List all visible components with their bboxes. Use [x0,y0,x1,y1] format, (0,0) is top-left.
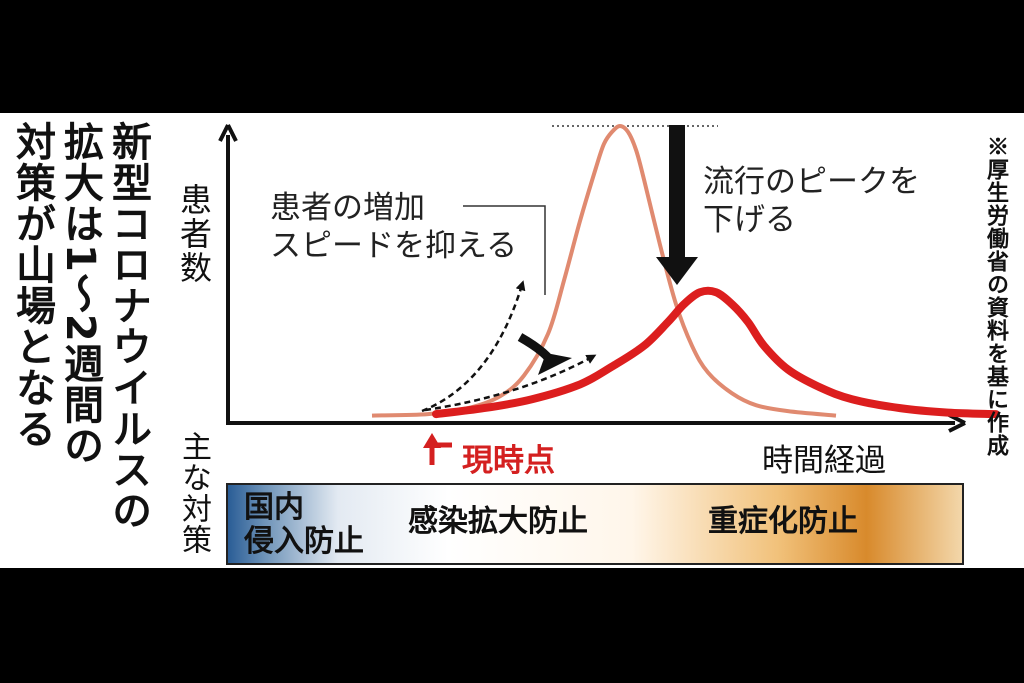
bold-curved-arrowhead [538,353,572,375]
peak-annotation-line-1: 流行のピークを [703,164,920,200]
headline-line-2: 拡大は1〜2週間の [57,121,103,466]
measure-spread-prevention: 感染拡大防止 [408,504,588,539]
peak-annotation: 流行のピークを 下げる [703,163,920,239]
measures-label: 主な対策 [176,431,211,555]
headline-line-1: 新型コロナウイルスの [105,121,151,531]
now-marker-arrow-icon [423,433,452,465]
speed-annotation-line-1: 患者の増加 [270,190,425,226]
measure-entry-prevention: 国内 侵入防止 [244,491,364,559]
dashed-arrow-flat [424,354,597,412]
now-label: 現時点 [462,443,555,479]
infographic-panel: 新型コロナウイルスの 拡大は1〜2週間の 対策が山場となる 患者数 主な対策 [0,113,1024,568]
peak-lowering-arrowhead [656,257,698,285]
epidemic-curve-chart [218,124,1000,433]
headline-line-3: 対策が山場となる [9,121,55,449]
uncontrolled-curve [371,124,837,418]
speed-annotation: 患者の増加 スピードを抑える [270,189,517,265]
measure-severity-prevention: 重症化防止 [708,504,858,539]
measure-entry-prevention-line-1: 国内 [244,490,304,525]
measure-entry-prevention-line-2: 侵入防止 [244,524,364,559]
measures-bar: 国内 侵入防止 感染拡大防止 重症化防止 [226,483,964,565]
speed-annotation-line-2: スピードを抑える [270,228,518,264]
dashed-arrow-steep [421,280,526,413]
peak-lowering-arrow-shaft [669,125,685,261]
speed-annotation-leader [463,205,546,295]
controlled-curve [432,286,1000,419]
y-axis-label: 患者数 [175,183,213,285]
x-axis-label: 時間経過 [762,443,886,479]
y-axis-arrowhead [218,124,238,142]
source-note: ※厚生労働省の資料を基に作成 [983,135,1009,457]
peak-annotation-line-2: 下げる [703,202,796,238]
